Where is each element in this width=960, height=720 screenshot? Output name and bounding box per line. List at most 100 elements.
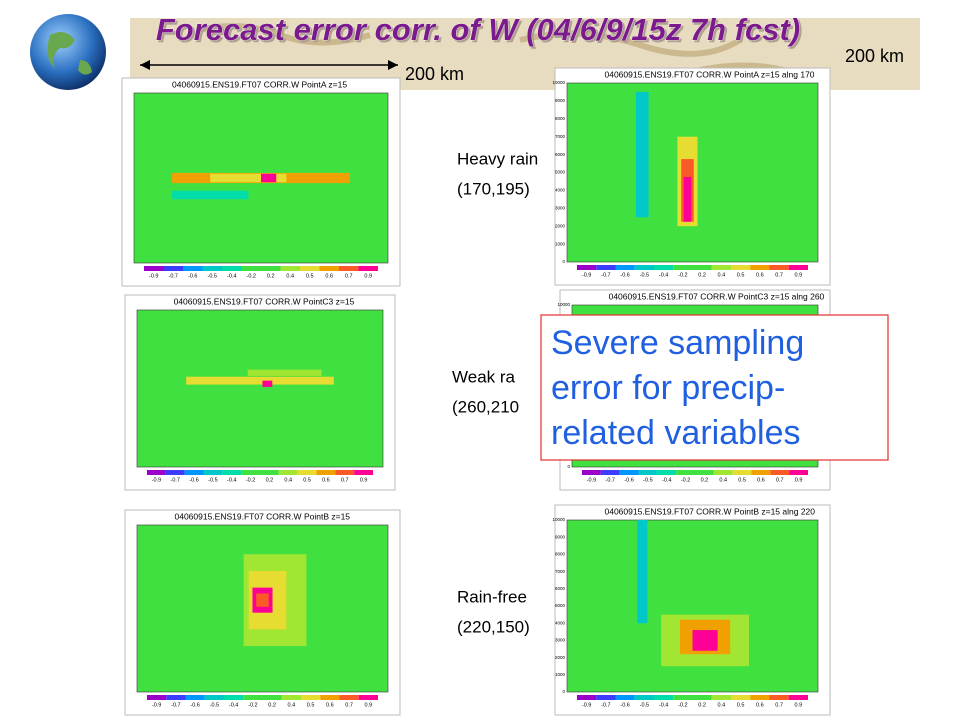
colorbar-swatch	[577, 695, 597, 700]
colorbar-swatch	[615, 265, 635, 270]
colorbar-label: -0.9	[149, 273, 158, 279]
colorbar-swatch	[280, 266, 300, 271]
colorbar-swatch	[339, 695, 359, 700]
colorbar-swatch	[262, 695, 282, 700]
height-tick: 3000	[555, 205, 566, 210]
colorbar-swatch	[335, 470, 355, 475]
scale-label: 200 km	[405, 64, 464, 84]
colorbar-swatch	[260, 470, 279, 475]
height-tick: 1000	[555, 672, 566, 677]
height-tick: 6000	[555, 152, 566, 157]
colorbar-label: -0.7	[171, 702, 180, 708]
height-tick: 5000	[555, 170, 566, 175]
field-patch	[261, 173, 277, 183]
colorbar-label: -0.5	[208, 273, 217, 279]
colorbar-swatch	[278, 470, 298, 475]
colorbar-label: -0.9	[582, 272, 591, 278]
field	[136, 309, 384, 468]
colorbar-swatch	[183, 266, 203, 271]
colorbar-label: 0.2	[698, 272, 706, 278]
height-tick: 4000	[555, 188, 566, 193]
row-point: (260,210	[452, 397, 519, 416]
height-tick: 0	[567, 464, 570, 469]
height-tick: 2000	[555, 223, 566, 228]
colorbar-label: -0.9	[152, 477, 161, 483]
field-patch	[692, 630, 718, 651]
colorbar-label: 0.9	[365, 702, 373, 708]
colorbar-label: 0.4	[718, 272, 726, 278]
colorbar-label: 0.4	[284, 477, 292, 483]
colorbar-swatch	[731, 265, 751, 270]
colorbar-swatch	[596, 265, 616, 270]
colorbar-label: 0.5	[303, 477, 311, 483]
row-label: Rain-free	[457, 587, 527, 606]
colorbar-label: 0.5	[306, 273, 314, 279]
colorbar-label: -0.5	[640, 702, 649, 708]
colorbar-label: 0.9	[795, 477, 803, 483]
colorbar-swatch	[281, 695, 301, 700]
colorbar-label: 0.6	[325, 273, 333, 279]
map-panel: 04060915.ENS19.FT07 CORR.W PointB z=15 a…	[552, 504, 831, 716]
colorbar-label: -0.5	[210, 702, 219, 708]
colorbar-label: 0.6	[757, 477, 765, 483]
colorbar-swatch	[770, 470, 790, 475]
colorbar-label: 0.7	[776, 477, 784, 483]
colorbar-swatch	[147, 470, 166, 475]
colorbar-swatch	[320, 695, 340, 700]
colorbar-swatch	[600, 470, 620, 475]
height-tick: 0	[562, 689, 565, 694]
row-point: (170,195)	[457, 179, 530, 198]
colorbar-label: 0.7	[341, 477, 349, 483]
colorbar-label: 0.2	[268, 702, 276, 708]
colorbar-swatch	[222, 470, 242, 475]
colorbar-label: 0.9	[364, 273, 372, 279]
colorbar-swatch	[788, 695, 808, 700]
colorbar-label: 0.9	[360, 477, 368, 483]
colorbar-label: -0.6	[620, 702, 629, 708]
colorbar-label: 0.4	[719, 477, 727, 483]
colorbar-swatch	[713, 470, 733, 475]
height-tick: 9000	[555, 534, 566, 539]
colorbar-swatch	[695, 470, 714, 475]
colorbar-swatch	[165, 470, 185, 475]
callout-line: Severe sampling	[551, 324, 804, 362]
height-tick: 7000	[555, 569, 566, 574]
colorbar-label: -0.2	[681, 477, 690, 483]
height-tick: 5000	[555, 603, 566, 608]
height-tick: 0	[562, 259, 565, 264]
colorbar-label: 0.5	[307, 702, 315, 708]
colorbar-label: 0.2	[267, 273, 275, 279]
colorbar-swatch	[732, 470, 752, 475]
colorbar-swatch	[789, 470, 808, 475]
colorbar-label: 0.5	[737, 702, 745, 708]
colorbar-label: -0.7	[601, 272, 610, 278]
colorbar-swatch	[769, 265, 789, 270]
colorbar-swatch	[319, 266, 339, 271]
field	[566, 519, 819, 693]
colorbar-swatch	[316, 470, 336, 475]
panel-title: 04060915.ENS19.FT07 CORR.W PointC3 z=15 …	[609, 291, 825, 301]
colorbar-label: 0.4	[286, 273, 294, 279]
colorbar-swatch	[673, 695, 693, 700]
panel-title: 04060915.ENS19.FT07 CORR.W PointC3 z=15	[174, 296, 355, 306]
colorbar-label: -0.6	[624, 477, 633, 483]
height-tick: 10000	[557, 302, 570, 307]
colorbar-label: 0.4	[288, 702, 296, 708]
colorbar-label: -0.2	[678, 702, 687, 708]
colorbar-swatch	[144, 266, 164, 271]
colorbar-label: 0.6	[756, 702, 764, 708]
colorbar-label: -0.2	[678, 272, 687, 278]
colorbar-label: -0.2	[246, 477, 255, 483]
colorbar-swatch	[638, 470, 658, 475]
colorbar-label: -0.4	[659, 272, 668, 278]
colorbar-label: -0.4	[659, 702, 668, 708]
colorbar-label: 0.7	[775, 702, 783, 708]
colorbar-label: 0.6	[756, 272, 764, 278]
colorbar-swatch	[596, 695, 616, 700]
colorbar-label: -0.9	[582, 702, 591, 708]
globe-icon	[30, 14, 106, 90]
colorbar-swatch	[166, 695, 186, 700]
colorbar-swatch	[634, 265, 654, 270]
colorbar-swatch	[582, 470, 601, 475]
